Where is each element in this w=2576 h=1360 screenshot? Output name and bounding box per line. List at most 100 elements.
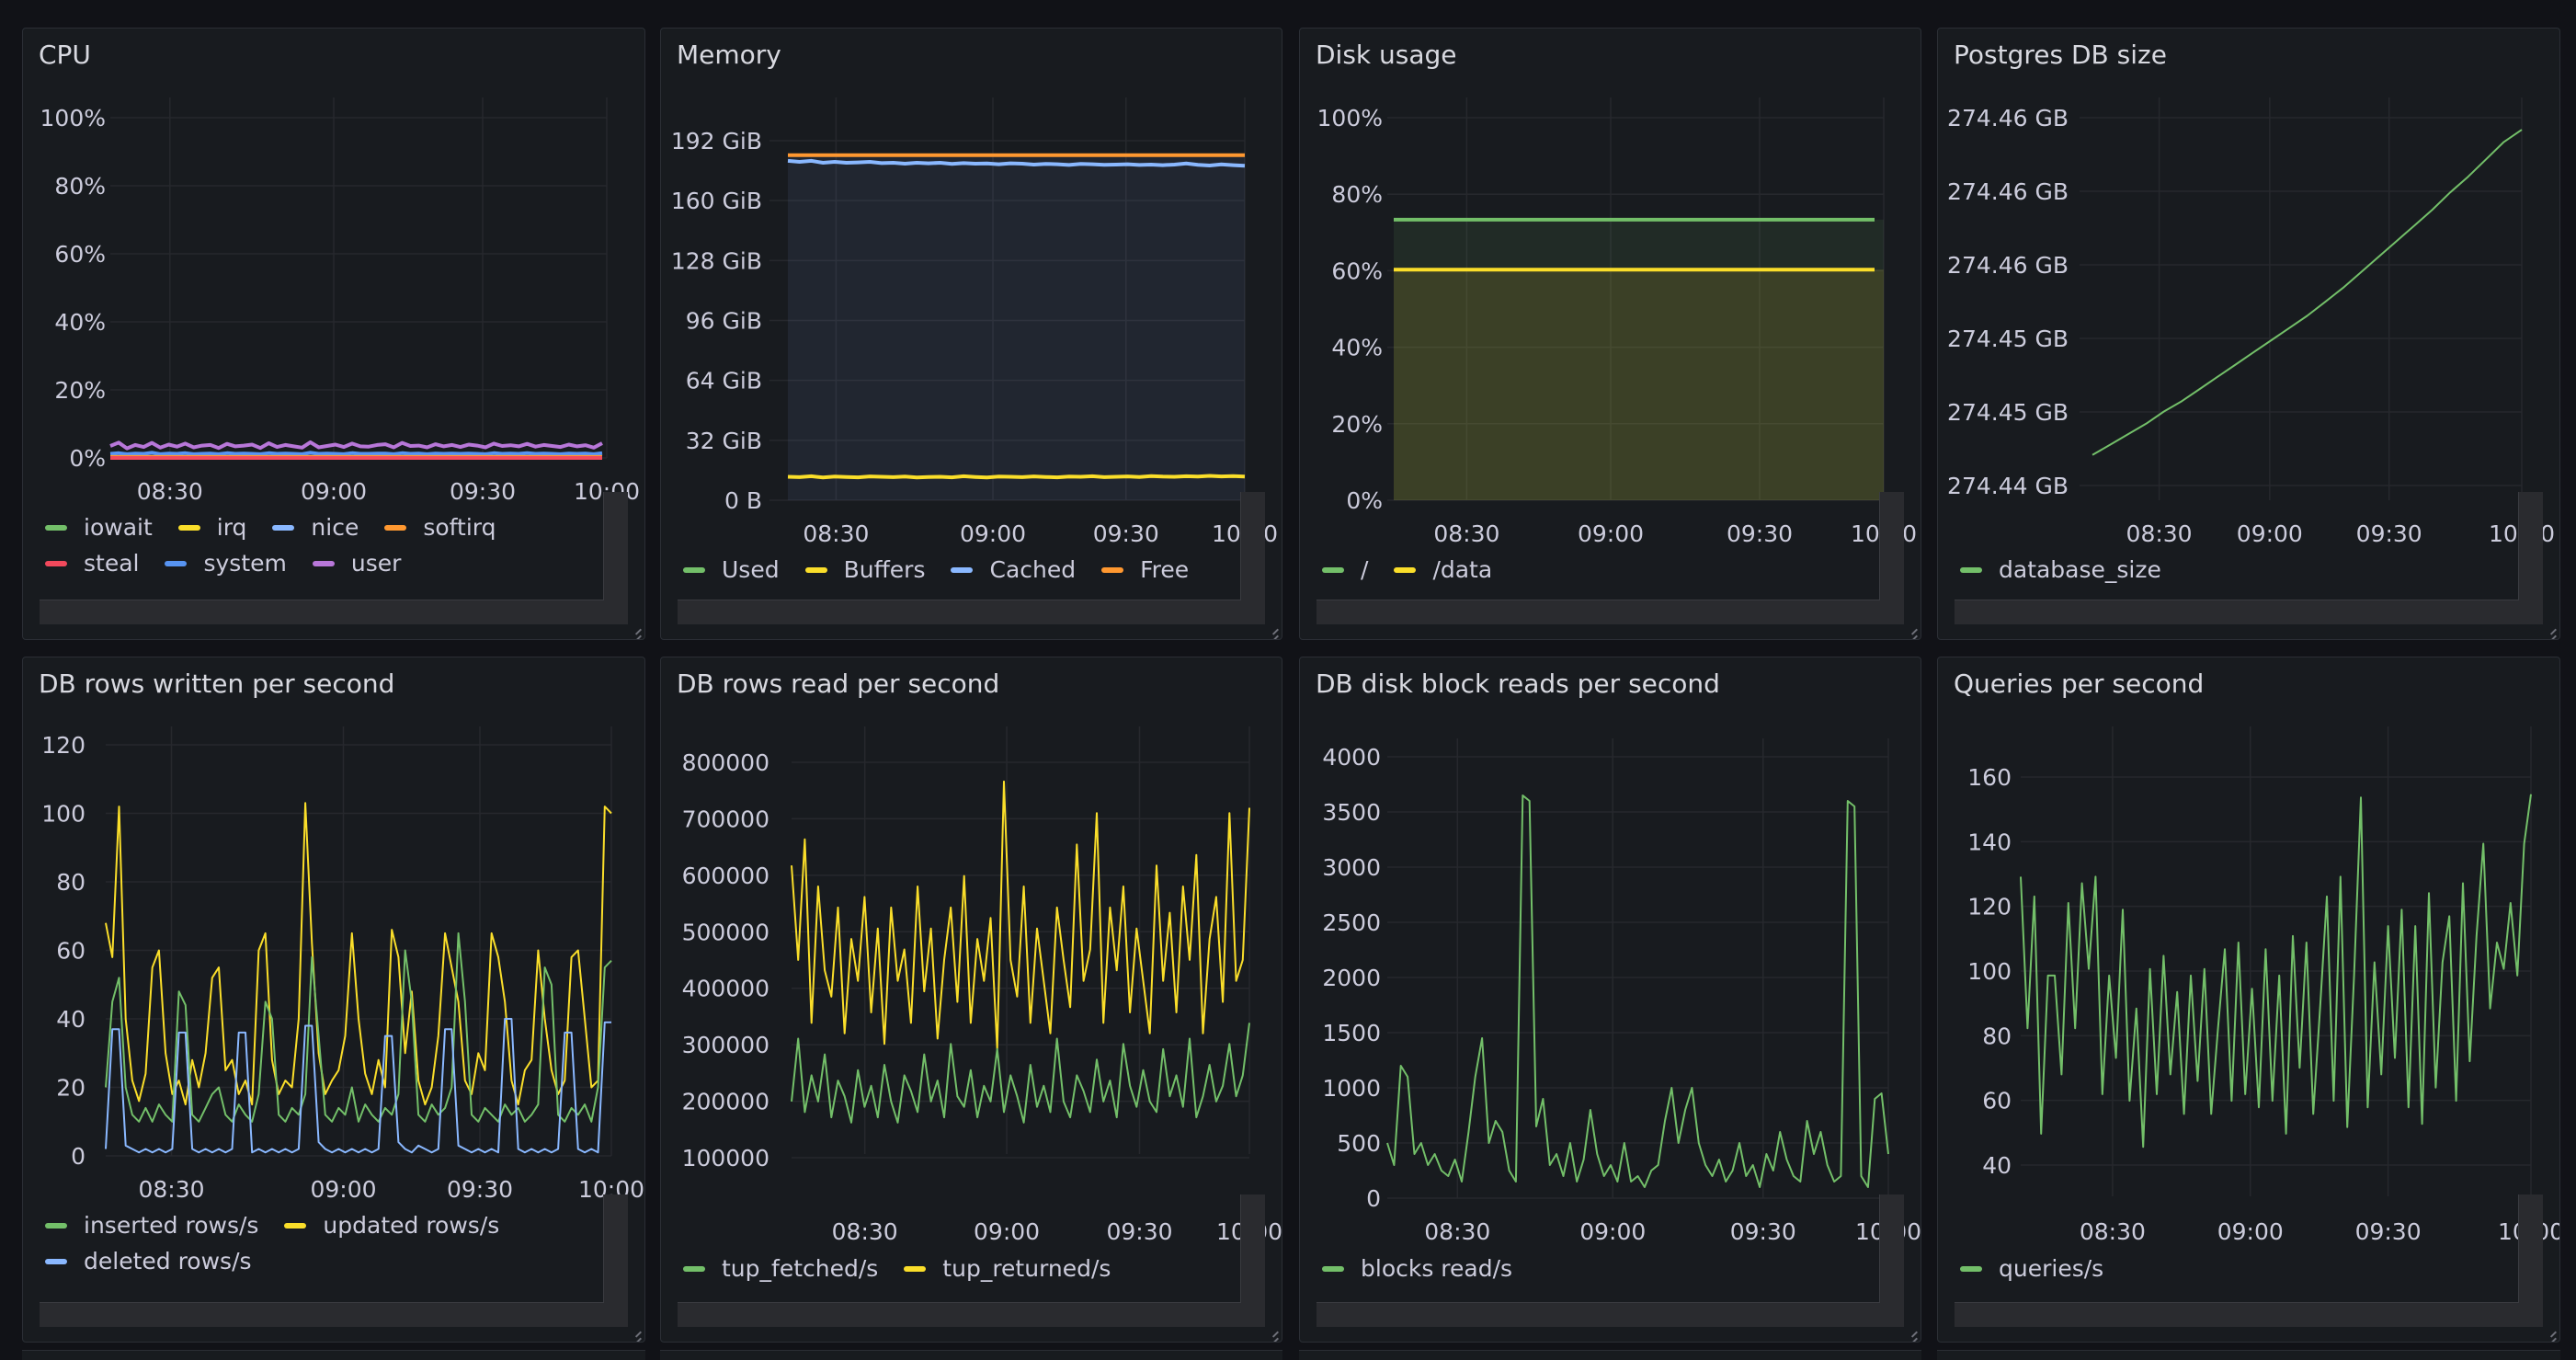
vertical-scrollbar[interactable] xyxy=(603,492,628,600)
legend-item-inserted-rows-s[interactable]: inserted rows/s xyxy=(45,1212,258,1239)
panel-memory[interactable]: Memory 192 GiB 160 GiB 128 GiB 96 GiB 64 GiB 3… xyxy=(660,28,1282,640)
horizontal-scrollbar[interactable] xyxy=(1316,600,1904,624)
resize-handle-icon[interactable] xyxy=(627,1324,642,1339)
resize-handle-icon[interactable] xyxy=(1264,622,1279,636)
panel-title[interactable]: Queries per second xyxy=(1954,669,2205,699)
vertical-scrollbar[interactable] xyxy=(1879,1194,1904,1303)
legend-item-queries-s[interactable]: queries/s xyxy=(1960,1255,2103,1282)
chart-canvas[interactable]: 192 GiB 160 GiB 128 GiB 96 GiB 64 GiB 32 GiB 0… xyxy=(661,29,1282,640)
legend-item-steal[interactable]: steal xyxy=(45,550,139,577)
panel-title[interactable]: Postgres DB size xyxy=(1954,40,2167,70)
legend-item-tup-returned-s[interactable]: tup_returned/s xyxy=(904,1255,1111,1282)
legend-color-swatch xyxy=(951,566,974,573)
x-tick-label: 08:30 xyxy=(803,520,869,547)
legend-item-system[interactable]: system xyxy=(165,550,287,577)
horizontal-scrollbar[interactable] xyxy=(40,600,628,624)
horizontal-scrollbar[interactable] xyxy=(1316,1302,1904,1327)
legend-item-blocks-read-s[interactable]: blocks read/s xyxy=(1322,1255,1512,1282)
legend-item-database-size[interactable]: database_size xyxy=(1960,556,2161,583)
legend-item-data[interactable]: /data xyxy=(1394,556,1492,583)
panel-title[interactable]: DB rows written per second xyxy=(39,669,395,699)
legend-color-swatch xyxy=(45,560,67,566)
legend-item-free[interactable]: Free xyxy=(1101,556,1189,583)
resize-handle-icon[interactable] xyxy=(1903,1324,1918,1339)
panel-postgres-db-size[interactable]: Postgres DB size 274.46 GB 274.46 GB 274.46… xyxy=(1937,28,2560,640)
vertical-scrollbar[interactable] xyxy=(603,1194,628,1303)
series-line-updated-rows-s[interactable] xyxy=(105,802,612,1106)
series-line-tup-fetched-s[interactable] xyxy=(791,1023,1250,1124)
series-line-system[interactable] xyxy=(109,451,603,456)
legend-item-updated-rows-s[interactable]: updated rows/s xyxy=(284,1212,499,1239)
horizontal-scrollbar[interactable] xyxy=(678,1302,1265,1327)
series-line-queries-s[interactable] xyxy=(2020,794,2532,1149)
legend-color-swatch xyxy=(45,1258,67,1264)
legend-item-softirq[interactable]: softirq xyxy=(384,514,496,541)
resize-handle-icon[interactable] xyxy=(2542,622,2557,636)
legend-color-swatch xyxy=(683,1265,705,1272)
panel-title[interactable]: DB rows read per second xyxy=(677,669,1000,699)
chart-canvas[interactable]: 4000 3500 3000 2500 2000 1500 1000 500 0 08:30 09:… xyxy=(1300,657,1921,1343)
legend-label: tup_fetched/s xyxy=(722,1255,879,1282)
legend: Used Buffers Cached Free xyxy=(683,556,1226,583)
legend-item-cached[interactable]: Cached xyxy=(951,556,1076,583)
legend-item-root[interactable]: / xyxy=(1322,556,1368,583)
series-line-user[interactable] xyxy=(109,440,603,451)
legend-item-buffers[interactable]: Buffers xyxy=(804,556,925,583)
panel-title[interactable]: CPU xyxy=(39,40,91,70)
chart-canvas[interactable]: 800000 700000 600000 500000 400000 300000 2000… xyxy=(661,657,1282,1343)
legend-label: blocks read/s xyxy=(1361,1255,1513,1282)
series-line-database-size[interactable] xyxy=(2092,129,2523,456)
panel-disk-usage[interactable]: Disk usage 100% 80% 60% 40% 20% 0% 08:30 09:00 09… xyxy=(1299,28,1921,640)
panel-title[interactable]: DB disk block reads per second xyxy=(1316,669,1720,699)
y-tick-label: 1000 xyxy=(1322,1075,1381,1102)
y-tick-label: 274.45 GB xyxy=(1947,326,2069,352)
legend-item-nice[interactable]: nice xyxy=(272,514,359,541)
vertical-scrollbar[interactable] xyxy=(1240,1194,1265,1303)
legend-item-iowait[interactable]: iowait xyxy=(45,514,153,541)
vertical-scrollbar[interactable] xyxy=(1879,492,1904,600)
resize-handle-icon[interactable] xyxy=(1903,622,1918,636)
legend-color-swatch xyxy=(683,566,705,573)
legend-color-swatch xyxy=(312,560,335,566)
series-area-data xyxy=(1394,269,1884,500)
horizontal-scrollbar[interactable] xyxy=(1955,600,2543,624)
resize-handle-icon[interactable] xyxy=(2542,1324,2557,1339)
horizontal-scrollbar[interactable] xyxy=(678,600,1265,624)
panel-cpu[interactable]: CPU100%80%60%40%20%0%08:3009:0009:3010:0… xyxy=(22,28,645,640)
y-tick-label: 100% xyxy=(40,105,106,131)
series-line-inserted-rows-s[interactable] xyxy=(105,931,612,1123)
vertical-scrollbar[interactable] xyxy=(2518,1194,2543,1303)
horizontal-scrollbar[interactable] xyxy=(40,1302,628,1327)
panel-title[interactable]: Memory xyxy=(677,40,781,70)
legend-item-tup-fetched-s[interactable]: tup_fetched/s xyxy=(683,1255,878,1282)
legend-label: database_size xyxy=(1999,556,2161,583)
panel-title[interactable]: Disk usage xyxy=(1316,40,1457,70)
panel-queries-per-second[interactable]: Queries per second 160 140 120 100 80 60 40 08:3… xyxy=(1937,657,2560,1343)
series-line-deleted-rows-s[interactable] xyxy=(105,1018,611,1154)
resize-handle-icon[interactable] xyxy=(627,622,642,636)
legend-label: updated rows/s xyxy=(323,1212,500,1239)
series-line-cached[interactable] xyxy=(787,158,1246,168)
horizontal-scrollbar[interactable] xyxy=(1955,1302,2543,1327)
vertical-scrollbar[interactable] xyxy=(2518,492,2543,600)
panel-db-rows-read-per-second[interactable]: DB rows read per second 800000 700000 60000… xyxy=(660,657,1282,1343)
legend-item-user[interactable]: user xyxy=(312,550,401,577)
y-tick-label: 100000 xyxy=(682,1145,769,1171)
y-tick-label: 100 xyxy=(1967,958,2012,985)
legend-item-used[interactable]: Used xyxy=(683,556,780,583)
legend-item-deleted-rows-s[interactable]: deleted rows/s xyxy=(45,1248,252,1274)
chart-canvas[interactable]: 274.46 GB 274.46 GB 274.46 GB 274.45 GB 274.… xyxy=(1938,29,2560,640)
panel-db-disk-block-reads-per-second[interactable]: DB disk block reads per second 4000 3500 30… xyxy=(1299,657,1921,1343)
vertical-scrollbar[interactable] xyxy=(1240,492,1265,600)
y-tick-label: 40% xyxy=(1331,335,1383,361)
resize-handle-icon[interactable] xyxy=(1264,1324,1279,1339)
series-line-blocks-read-s[interactable] xyxy=(1386,794,1889,1188)
legend-item-irq[interactable]: irq xyxy=(177,514,246,541)
series-line-buffers[interactable] xyxy=(787,474,1246,480)
series-line-tup-returned-s[interactable] xyxy=(791,780,1250,1050)
panel-db-rows-written-per-second[interactable]: DB rows written per second 120 100 80 60 40 20… xyxy=(22,657,645,1343)
